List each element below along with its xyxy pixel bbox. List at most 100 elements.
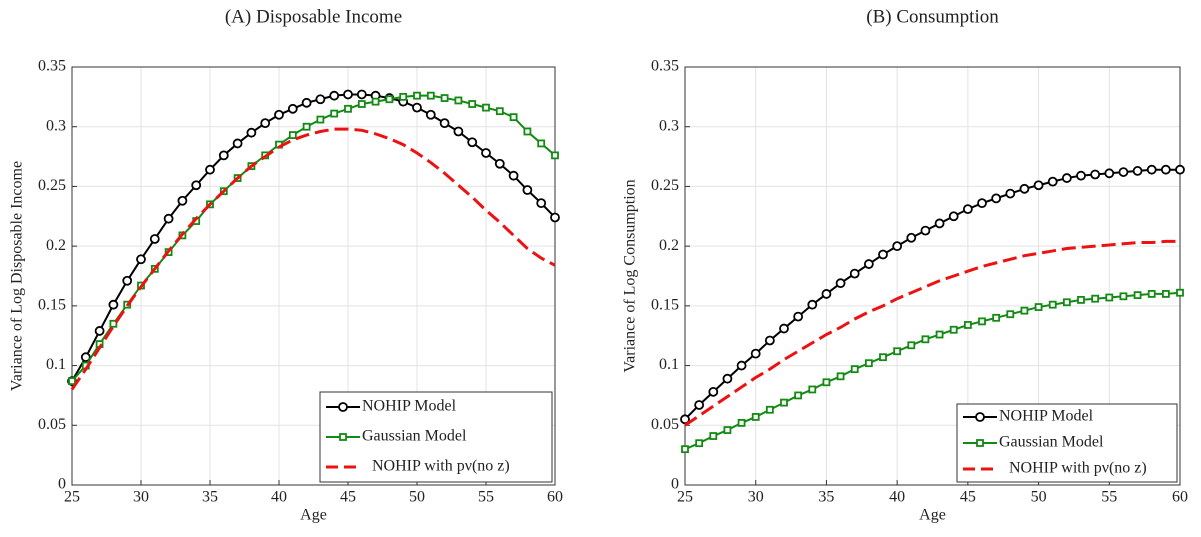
chart-title: (B) Consumption (866, 6, 999, 27)
marker (68, 377, 76, 385)
marker (343, 89, 353, 100)
marker (136, 254, 146, 265)
marker (1119, 292, 1128, 301)
marker (94, 326, 105, 336)
marker (1076, 170, 1086, 181)
marker (338, 402, 348, 412)
y-tick-label: 0.2 (659, 237, 679, 254)
marker (808, 385, 817, 394)
marker (991, 193, 1002, 204)
y-tick-label: 0.1 (659, 356, 679, 373)
marker (779, 323, 789, 334)
marker (794, 391, 803, 400)
y-axis-label: Variance of Log Consumption (622, 179, 639, 372)
y-tick-label: 0.15 (38, 297, 66, 314)
marker (288, 131, 297, 139)
marker (1175, 164, 1185, 175)
marker (551, 151, 559, 160)
marker (695, 439, 704, 448)
marker (1091, 294, 1100, 303)
marker (849, 268, 860, 279)
marker (1062, 298, 1071, 307)
marker (482, 103, 490, 112)
legend-label: NOHIP with pν(no z) (1009, 460, 1147, 477)
marker (509, 113, 518, 122)
marker (357, 100, 366, 108)
marker (495, 107, 504, 116)
marker (1033, 180, 1044, 191)
marker (122, 275, 133, 286)
marker (835, 278, 846, 289)
marker (80, 352, 91, 363)
marker (191, 180, 202, 191)
marker (722, 373, 733, 384)
marker (108, 299, 119, 310)
marker (177, 195, 188, 206)
marker (708, 386, 719, 397)
marker (1090, 169, 1101, 180)
marker (1005, 188, 1016, 199)
marker (537, 139, 546, 148)
x-tick-label: 25 (64, 489, 80, 506)
marker (1047, 176, 1058, 187)
marker (892, 241, 903, 252)
marker (316, 115, 325, 124)
plot-frame (71, 66, 556, 486)
series-line (684, 239, 1180, 427)
marker (440, 94, 449, 102)
x-tick-label: 25 (677, 489, 693, 506)
marker (976, 439, 984, 447)
marker (385, 95, 394, 104)
marker (780, 398, 788, 407)
x-tick-label: 40 (889, 489, 905, 506)
marker (723, 426, 732, 434)
marker (481, 148, 491, 158)
marker (750, 348, 761, 359)
marker (709, 432, 718, 440)
marker (260, 118, 271, 129)
marker (232, 138, 243, 149)
y-tick-label: 0.15 (651, 297, 679, 314)
x-axis-label: Age (300, 507, 327, 524)
legend-label: Gaussian Model (999, 434, 1104, 451)
marker (1034, 303, 1043, 311)
marker (864, 359, 873, 368)
marker (934, 218, 945, 229)
marker (906, 232, 917, 243)
marker (246, 127, 257, 138)
marker (836, 372, 845, 381)
marker (163, 213, 174, 224)
marker (371, 97, 380, 106)
marker (425, 109, 436, 120)
marker (736, 360, 747, 371)
marker (550, 212, 560, 223)
legend-label: Gaussian Model (362, 428, 467, 445)
marker (1146, 164, 1157, 175)
marker (879, 353, 887, 362)
marker (977, 198, 987, 209)
marker (1147, 290, 1156, 298)
marker (468, 100, 477, 108)
x-tick-label: 55 (1101, 489, 1117, 506)
marker (935, 330, 944, 339)
legend-label: NOHIP Model (362, 398, 457, 415)
marker (344, 104, 352, 113)
marker (523, 127, 532, 136)
y-tick-label: 0.3 (46, 117, 66, 134)
marker (1176, 288, 1184, 297)
y-tick-label: 0.05 (38, 416, 66, 433)
x-axis-label: Age (919, 507, 946, 524)
marker (807, 299, 818, 310)
y-tick-label: 0.25 (651, 177, 679, 194)
marker (329, 90, 340, 101)
x-tick-label: 35 (818, 489, 834, 506)
legend-label: NOHIP with pν(no z) (372, 458, 510, 475)
marker (315, 94, 326, 105)
marker (1020, 306, 1029, 315)
x-tick-label: 45 (960, 489, 976, 506)
marker (949, 325, 958, 334)
marker (287, 103, 298, 114)
x-tick-label: 60 (1172, 489, 1188, 506)
marker (149, 234, 160, 244)
